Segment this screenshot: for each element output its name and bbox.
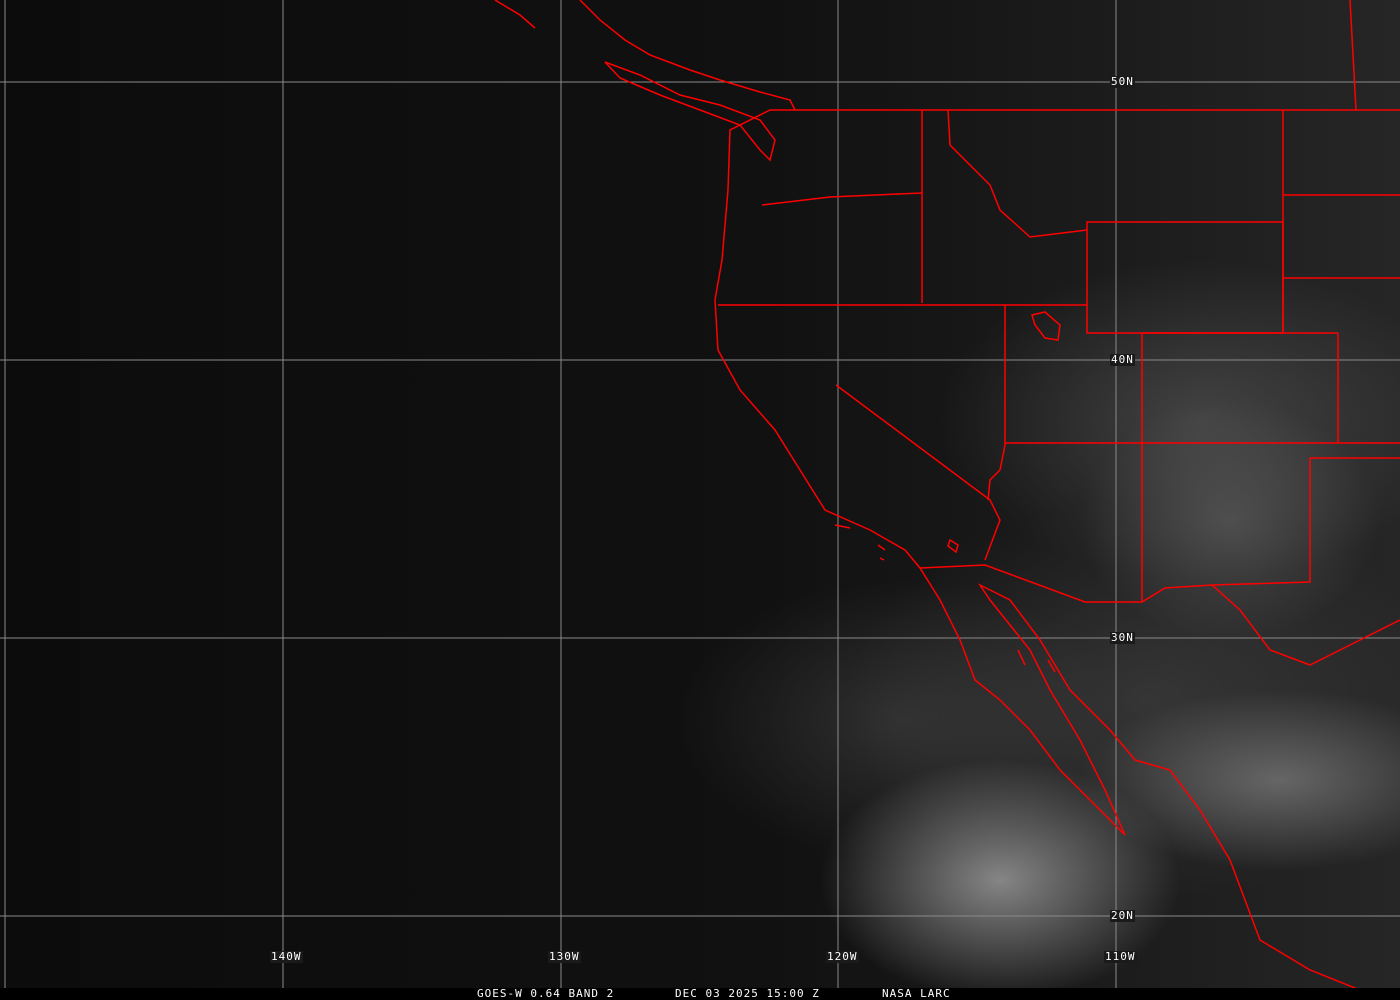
- lat-label-40n: 40N: [1110, 353, 1135, 366]
- lat-label-20n: 20N: [1110, 909, 1135, 922]
- coastline-bc: [494, 0, 796, 111]
- lon-label-130w: 130W: [548, 950, 581, 963]
- lon-label-110w: 110W: [1104, 950, 1137, 963]
- great-salt-lake: [1031, 311, 1061, 341]
- border-ca-nv: [835, 384, 1001, 561]
- channel-islands: [834, 524, 886, 561]
- border-wa-or: [761, 192, 923, 206]
- lat-label-50n: 50N: [1110, 75, 1135, 88]
- border-northern-plains: [1282, 0, 1400, 333]
- coastline-west: [714, 109, 1358, 988]
- salton-sea: [947, 538, 959, 554]
- lon-label-140w: 140W: [270, 950, 303, 963]
- datetime-label: DEC 03 2025 15:00 Z: [675, 987, 820, 1000]
- border-new-mexico: [1211, 457, 1400, 586]
- border-utah-colorado: [1005, 332, 1400, 602]
- product-label: GOES-W 0.64 BAND 2: [477, 987, 615, 1000]
- border-us-mexico: [919, 564, 1400, 666]
- lon-label-120w: 120W: [826, 950, 859, 963]
- coastline-vancouver-island: [604, 61, 776, 162]
- lat-label-30n: 30N: [1110, 631, 1135, 644]
- border-id-mt: [947, 109, 1088, 238]
- gulf-islands: [1017, 649, 1056, 673]
- image-caption-bar: GOES-W 0.64 BAND 2 DEC 03 2025 15:00 Z N…: [0, 988, 1400, 1000]
- border-nv-ut: [987, 305, 1006, 501]
- source-label: NASA LARC: [882, 987, 951, 1000]
- boundaries: [494, 0, 1400, 988]
